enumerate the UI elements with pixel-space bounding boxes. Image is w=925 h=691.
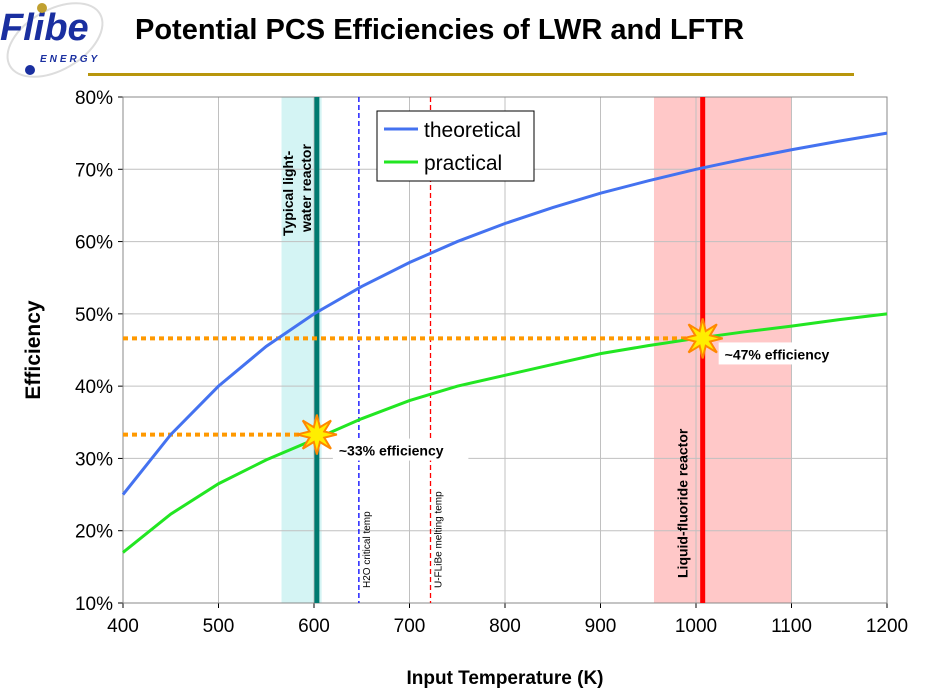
annotation-label: ~47% efficiency bbox=[725, 346, 830, 362]
reference-label: H2O critical temp bbox=[362, 511, 373, 588]
x-tick-label: 1000 bbox=[675, 616, 717, 637]
y-tick-label: 20% bbox=[75, 522, 113, 543]
y-tick-label: 30% bbox=[75, 449, 113, 470]
reference-label: U-FLiBe melting temp bbox=[434, 491, 445, 588]
x-tick-label: 400 bbox=[107, 616, 139, 637]
annotation-label: ~33% efficiency bbox=[339, 443, 444, 459]
x-tick-label: 1200 bbox=[866, 616, 908, 637]
logo-subtext: ENERGY bbox=[40, 54, 100, 65]
y-axis-label: Efficiency bbox=[22, 300, 45, 400]
x-tick-label: 900 bbox=[585, 616, 617, 637]
title-divider bbox=[88, 73, 854, 76]
x-tick-label: 800 bbox=[489, 616, 521, 637]
x-axis-label: Input Temperature (K) bbox=[406, 668, 603, 689]
lwr-label: Typical light- bbox=[280, 150, 296, 236]
star-marker bbox=[296, 414, 338, 455]
plot-border bbox=[122, 96, 888, 604]
legend-label: theoretical bbox=[424, 119, 521, 142]
legend-label: practical bbox=[424, 152, 502, 175]
y-tick-label: 40% bbox=[75, 377, 113, 398]
flibe-energy-logo: Flibe ENERGY bbox=[0, 2, 104, 78]
lftr-label: Liquid-fluoride reactor bbox=[675, 428, 691, 578]
lwr-label: water reactor bbox=[298, 144, 314, 233]
x-tick-label: 600 bbox=[298, 616, 330, 637]
legend bbox=[376, 110, 535, 182]
page-title: Potential PCS Efficiencies of LWR and LF… bbox=[135, 14, 745, 46]
y-tick-label: 80% bbox=[75, 88, 113, 109]
annotation-box bbox=[718, 342, 855, 365]
y-tick-label: 70% bbox=[75, 160, 113, 181]
x-tick-label: 500 bbox=[203, 616, 235, 637]
x-tick-label: 1100 bbox=[771, 616, 812, 637]
annotation-box bbox=[332, 438, 469, 461]
logo-text: Flibe bbox=[0, 7, 89, 49]
y-tick-label: 10% bbox=[75, 594, 113, 615]
y-tick-label: 50% bbox=[75, 305, 113, 326]
y-tick-label: 60% bbox=[75, 233, 113, 254]
x-tick-label: 700 bbox=[394, 616, 426, 637]
star-marker bbox=[682, 318, 723, 359]
